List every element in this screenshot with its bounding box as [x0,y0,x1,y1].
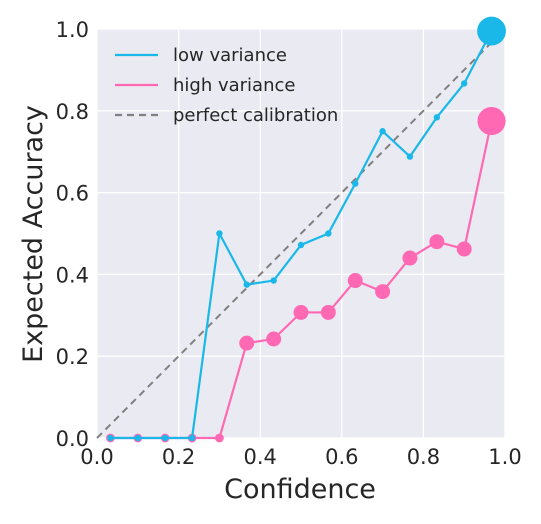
legend-label: low variance [173,45,287,66]
low-variance-point [216,230,223,237]
x-axis-label: Confidence [224,474,376,505]
x-tick-label: 0.0 [80,445,113,469]
grid-lines [96,28,506,439]
series-layer [96,16,506,443]
high-variance-point [477,106,506,136]
low-variance-point [107,434,114,442]
y-tick-label: 0.4 [56,263,89,287]
high-variance-point [402,250,418,266]
high-variance-point [347,273,363,289]
low-variance-point [297,241,305,249]
x-axis-ticks: 0.0 0.2 0.4 0.6 0.8 1.0 [80,445,521,469]
low-variance-point [134,434,141,442]
x-tick-label: 1.0 [488,445,521,469]
high-variance-point [215,433,224,443]
low-variance-point [243,281,250,288]
x-tick-label: 0.4 [243,445,276,469]
x-tick-label: 0.8 [407,445,440,469]
low-variance-point [188,434,196,442]
high-variance-point [293,304,309,320]
legend-label: perfect calibration [173,105,338,126]
high-variance-point [239,335,255,351]
high-variance-point [266,331,282,347]
y-tick-label: 1.0 [56,18,89,42]
high-variance-point [456,241,472,257]
low-variance-point [477,16,506,46]
legend-label: high variance [173,75,295,96]
low-variance-point [270,277,277,284]
y-axis-label: Expected Accuracy [18,105,49,363]
y-tick-label: 0.0 [56,427,89,451]
low-variance-point [325,230,332,237]
x-tick-label: 0.6 [325,445,358,469]
legend: low variance high variance perfect calibra… [115,45,338,126]
y-tick-label: 0.8 [56,100,89,124]
y-tick-label: 0.2 [56,345,89,369]
y-axis-ticks: 0.0 0.2 0.4 0.6 0.8 1.0 [56,18,89,451]
y-tick-label: 0.6 [56,182,89,206]
x-tick-label: 0.2 [162,445,195,469]
high-variance-point [429,234,445,250]
low-variance-point [352,180,359,187]
low-variance-point [406,153,414,160]
high-variance-point [375,284,391,300]
high-variance-point [320,304,336,320]
perfect-calibration-line [96,28,506,439]
low-variance-point [379,128,386,135]
low-variance-point [161,434,169,442]
low-variance-point [461,80,468,87]
low-variance-point [433,114,441,121]
